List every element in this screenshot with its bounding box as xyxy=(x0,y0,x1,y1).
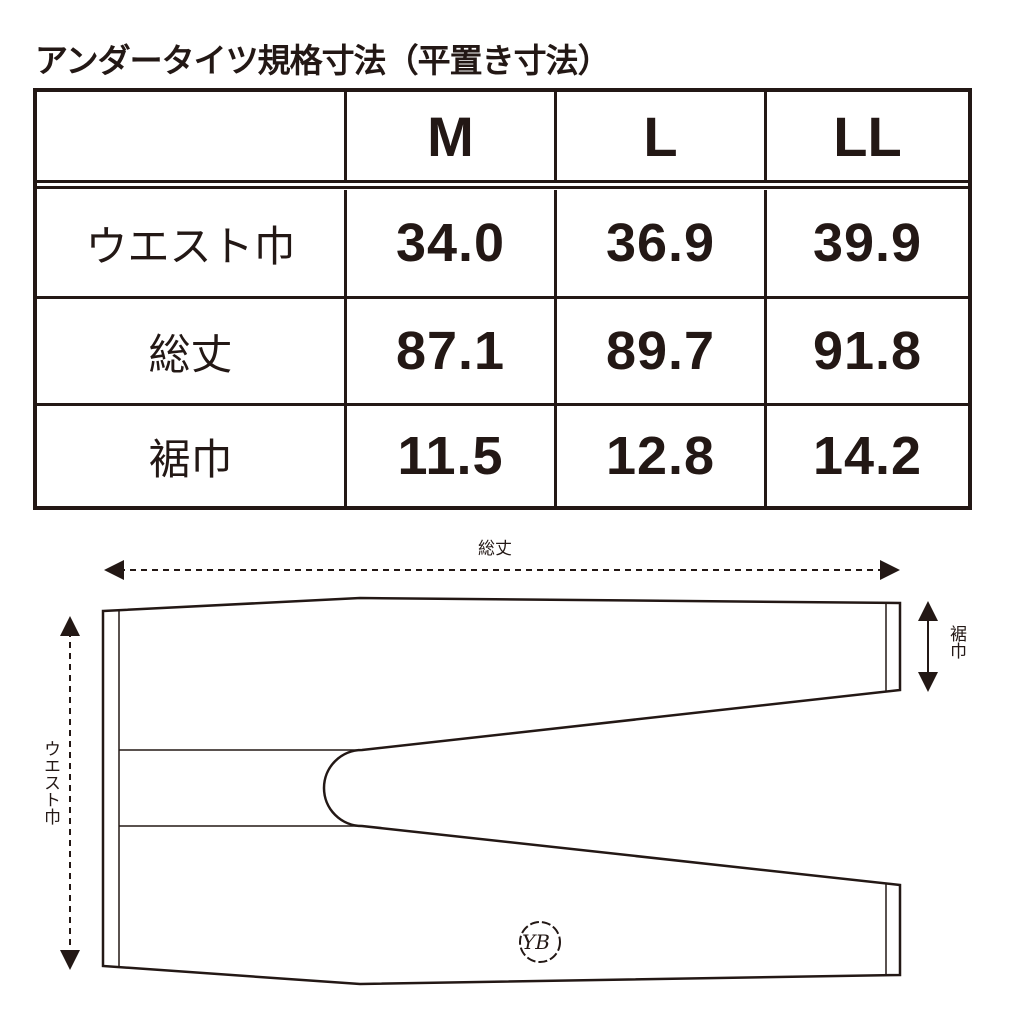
row-label: 総丈 xyxy=(37,299,347,403)
length-label: 総丈 xyxy=(478,539,512,559)
row-label: ウエスト巾 xyxy=(37,190,347,296)
value-cell: 12.8 xyxy=(557,406,767,506)
value-cell: 39.9 xyxy=(812,213,923,273)
table-row: 裾巾 11.5 12.8 14.2 xyxy=(37,406,968,506)
header-cell-m: M xyxy=(347,92,557,180)
page-title: アンダータイツ規格寸法（平置き寸法） xyxy=(35,41,611,80)
header-cell-ll: LL xyxy=(833,104,902,168)
value-cell: 89.7 xyxy=(557,299,767,403)
tights-outline xyxy=(101,596,902,986)
yb-japan-logo-icon: YB xyxy=(519,921,561,963)
svg-text:YB: YB xyxy=(522,930,550,954)
waist-label: ウエスト巾 xyxy=(40,740,60,825)
header-cell-empty xyxy=(37,92,347,180)
value-cell: 34.0 xyxy=(347,190,557,296)
value-cell: 14.2 xyxy=(812,426,923,486)
tights-diagram: YB xyxy=(60,560,938,986)
size-table: M L LL ウエスト巾 34.0 36.9 39.9 総丈 87.1 89.7… xyxy=(33,88,972,510)
value-cell: 87.1 xyxy=(347,299,557,403)
header-cell-l: L xyxy=(557,92,767,180)
value-cell: 91.8 xyxy=(812,321,923,381)
table-row: 総丈 87.1 89.7 91.8 xyxy=(37,299,968,406)
hem-label: 裾巾 xyxy=(946,625,966,659)
table-row: ウエスト巾 34.0 36.9 39.9 xyxy=(37,190,968,299)
header-double-rule xyxy=(37,186,968,193)
value-cell: 36.9 xyxy=(557,190,767,296)
value-cell: 11.5 xyxy=(347,406,557,506)
table-header-row: M L LL xyxy=(37,92,968,183)
row-label: 裾巾 xyxy=(37,406,347,506)
